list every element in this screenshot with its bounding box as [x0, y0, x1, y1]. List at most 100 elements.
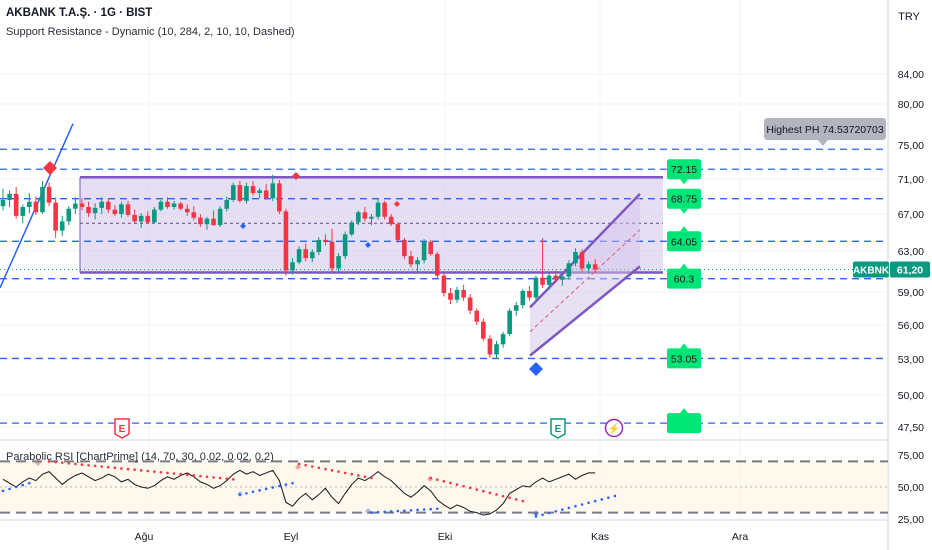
- candle[interactable]: [487, 335, 493, 358]
- candle[interactable]: [494, 340, 499, 359]
- candle[interactable]: [395, 222, 401, 243]
- time-axis[interactable]: Ağu Eyl Eki Kas Ara: [135, 531, 749, 543]
- candle[interactable]: [336, 253, 341, 272]
- candle[interactable]: [105, 199, 111, 214]
- symbol-title[interactable]: AKBANK T.A.Ş. · 1G · BIST: [6, 7, 153, 19]
- candle[interactable]: [434, 252, 440, 279]
- candle[interactable]: [33, 196, 39, 215]
- candle[interactable]: [356, 210, 361, 226]
- candle[interactable]: [13, 186, 19, 219]
- candle[interactable]: [362, 207, 368, 222]
- candle[interactable]: [217, 206, 223, 227]
- candle[interactable]: [171, 200, 177, 210]
- candle[interactable]: [204, 216, 210, 230]
- candle[interactable]: [66, 206, 72, 226]
- candle[interactable]: [441, 273, 447, 297]
- candle[interactable]: [579, 249, 585, 272]
- candle[interactable]: [573, 248, 578, 267]
- candle[interactable]: [481, 318, 486, 341]
- candle[interactable]: [132, 209, 137, 225]
- candle[interactable]: [467, 294, 473, 314]
- candle[interactable]: [198, 214, 203, 227]
- candle[interactable]: [191, 206, 197, 221]
- candle[interactable]: [408, 251, 414, 268]
- candle[interactable]: [92, 203, 98, 220]
- candle[interactable]: [388, 214, 394, 227]
- candle[interactable]: [73, 197, 78, 214]
- candle[interactable]: [402, 238, 407, 260]
- candle[interactable]: [323, 234, 328, 246]
- candle[interactable]: [178, 201, 183, 211]
- candle[interactable]: [20, 204, 26, 224]
- candle[interactable]: [461, 284, 466, 301]
- candle[interactable]: [507, 308, 512, 337]
- candle[interactable]: [500, 331, 506, 348]
- event-earnings-icon[interactable]: E: [550, 418, 566, 439]
- candle[interactable]: [448, 287, 453, 305]
- candle[interactable]: [40, 180, 45, 214]
- candle[interactable]: [224, 196, 230, 212]
- candle[interactable]: [329, 228, 335, 273]
- candle[interactable]: [520, 288, 526, 309]
- candle[interactable]: [566, 260, 572, 280]
- candle[interactable]: [152, 207, 157, 224]
- current-symbol-badge[interactable]: AKBNK: [853, 261, 890, 278]
- candle[interactable]: [158, 200, 164, 212]
- currency-button[interactable]: TRY: [898, 11, 920, 23]
- candle[interactable]: [184, 204, 190, 216]
- rsi-indicator-legend[interactable]: Parabolic RSI [ChartPrime] (14, 70, 30, …: [6, 451, 274, 463]
- candle[interactable]: [119, 201, 124, 218]
- candle[interactable]: [592, 259, 598, 273]
- candle[interactable]: [46, 182, 52, 207]
- candle[interactable]: [369, 214, 374, 226]
- candle[interactable]: [231, 182, 236, 202]
- candle[interactable]: [553, 270, 559, 283]
- candle[interactable]: [263, 184, 269, 200]
- candle[interactable]: [415, 257, 420, 273]
- candle[interactable]: [0, 188, 6, 211]
- candle[interactable]: [454, 286, 460, 303]
- candle[interactable]: [283, 208, 289, 276]
- event-icons[interactable]: E E ⚡: [114, 418, 624, 439]
- candle[interactable]: [527, 285, 532, 301]
- candle[interactable]: [546, 272, 552, 290]
- candle[interactable]: [138, 213, 144, 228]
- candle[interactable]: [513, 301, 519, 317]
- candle[interactable]: [125, 200, 131, 217]
- candle[interactable]: [257, 187, 262, 199]
- candle[interactable]: [375, 199, 381, 220]
- candlesticks[interactable]: [0, 174, 598, 359]
- event-earnings-icon[interactable]: E: [114, 418, 130, 439]
- candle[interactable]: [533, 275, 539, 301]
- candle[interactable]: [290, 258, 295, 275]
- candle[interactable]: [86, 201, 91, 217]
- candle[interactable]: [586, 261, 591, 274]
- indicator-legend[interactable]: Support Resistance - Dynamic (10, 284, 2…: [6, 26, 295, 38]
- candle[interactable]: [277, 179, 282, 214]
- candle[interactable]: [309, 249, 315, 263]
- current-price-badge[interactable]: 61,20: [890, 261, 930, 278]
- candle[interactable]: [474, 308, 480, 326]
- candle[interactable]: [303, 243, 308, 262]
- candle[interactable]: [250, 180, 256, 196]
- candle[interactable]: [428, 239, 433, 257]
- candle[interactable]: [342, 231, 348, 260]
- candle[interactable]: [145, 211, 151, 225]
- candle[interactable]: [382, 200, 387, 220]
- candle[interactable]: [79, 198, 85, 211]
- candle[interactable]: [244, 182, 249, 204]
- candle[interactable]: [270, 174, 276, 201]
- candle[interactable]: [237, 180, 243, 203]
- candle[interactable]: [27, 193, 32, 214]
- candle[interactable]: [296, 246, 302, 265]
- candle[interactable]: [211, 210, 216, 227]
- candle[interactable]: [540, 238, 545, 288]
- candle[interactable]: [560, 273, 565, 286]
- event-split-icon[interactable]: ⚡: [604, 418, 624, 438]
- candle[interactable]: [53, 197, 58, 239]
- candle[interactable]: [112, 205, 118, 216]
- candle[interactable]: [99, 197, 104, 214]
- candle[interactable]: [165, 197, 170, 209]
- candle[interactable]: [59, 215, 65, 237]
